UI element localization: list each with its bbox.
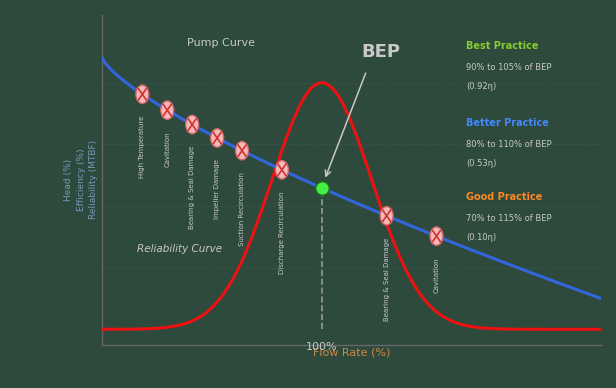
Text: (0.92η): (0.92η) <box>466 82 496 91</box>
Text: Good Practice: Good Practice <box>466 192 543 202</box>
Text: (0.10η): (0.10η) <box>466 233 496 242</box>
Text: Cavitation: Cavitation <box>164 132 170 167</box>
Text: 80% to 110% of BEP: 80% to 110% of BEP <box>466 140 552 149</box>
Ellipse shape <box>136 85 149 104</box>
Text: 70% to 115% of BEP: 70% to 115% of BEP <box>466 215 552 223</box>
Y-axis label: Head (%)
Efficiency (%)
Reliability (MTBF): Head (%) Efficiency (%) Reliability (MTB… <box>64 140 99 219</box>
Text: 90% to 105% of BEP: 90% to 105% of BEP <box>466 64 552 73</box>
Text: Discharge Recirculation: Discharge Recirculation <box>279 191 285 274</box>
Ellipse shape <box>185 115 199 134</box>
Text: Bearing & Seal Damage: Bearing & Seal Damage <box>384 237 390 320</box>
Text: BEP: BEP <box>362 43 400 61</box>
Text: Bearing & Seal Damage: Bearing & Seal Damage <box>189 146 195 229</box>
Ellipse shape <box>161 101 174 120</box>
Text: (0.53η): (0.53η) <box>466 159 496 168</box>
Text: 100%: 100% <box>306 341 338 352</box>
Ellipse shape <box>211 129 224 147</box>
Ellipse shape <box>275 161 288 179</box>
Text: Reliability Curve: Reliability Curve <box>137 244 222 254</box>
Text: Best Practice: Best Practice <box>466 41 539 51</box>
Text: High Temperature: High Temperature <box>139 116 145 178</box>
Text: Cavitation: Cavitation <box>434 258 439 293</box>
Ellipse shape <box>430 227 443 245</box>
X-axis label: Flow Rate (%): Flow Rate (%) <box>313 348 391 357</box>
Text: Better Practice: Better Practice <box>466 118 549 128</box>
Ellipse shape <box>380 206 393 225</box>
Text: Impeller Damage: Impeller Damage <box>214 159 220 219</box>
Ellipse shape <box>235 141 248 160</box>
Text: Suction Recirculation: Suction Recirculation <box>239 172 245 246</box>
Text: Pump Curve: Pump Curve <box>187 38 255 48</box>
